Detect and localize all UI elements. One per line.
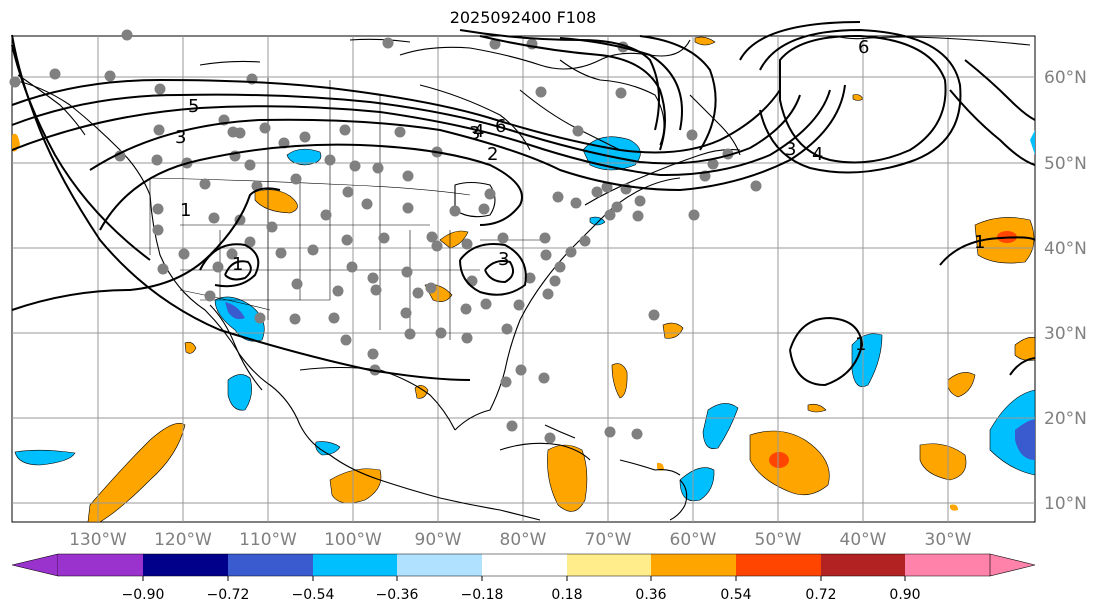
lat-label: 30°N — [1044, 324, 1087, 344]
colorbar-tick: −0.36 — [376, 587, 419, 603]
colorbar-tick: 0.18 — [551, 587, 582, 603]
colorbar-segment — [313, 554, 397, 576]
colorbar-tick: −0.18 — [461, 587, 504, 603]
longitude-labels: 130°W 120°W 110°W 100°W 90°W 80°W 70°W 6… — [69, 530, 972, 550]
contour-label: 1 — [974, 232, 985, 253]
contour-label: 3 — [175, 127, 186, 148]
lon-label: 130°W — [69, 530, 127, 550]
colorbar-tick: 0.72 — [805, 587, 836, 603]
lat-label: 40°N — [1044, 239, 1087, 259]
contour-label: 6 — [495, 116, 506, 137]
contour-label: 3 — [469, 123, 480, 144]
colorbar-segment — [736, 554, 821, 576]
contour-label: 4 — [473, 121, 484, 142]
map-title: 2025092400 F108 — [449, 8, 597, 27]
colorbar-tick: 0.90 — [889, 587, 920, 603]
station-markers — [9, 29, 762, 444]
contour-label: 1 — [180, 200, 191, 221]
lon-label: 30°W — [925, 530, 972, 550]
lon-label: 80°W — [500, 530, 547, 550]
lon-label: 100°W — [324, 530, 382, 550]
contour-label: 4 — [812, 144, 823, 165]
colorbar-segment — [651, 554, 736, 576]
colorbar-extend-high — [989, 553, 1036, 577]
colorbar-segment — [905, 554, 990, 576]
colorbar-tick: 0.54 — [720, 587, 751, 603]
anomaly-shading — [12, 36, 1036, 523]
lon-label: 60°W — [670, 530, 717, 550]
colorbar-tick: 0.36 — [635, 587, 666, 603]
contour-label: 3 — [498, 249, 509, 270]
colorbar-segment — [228, 554, 313, 576]
latitude-labels: 60°N 50°N 40°N 30°N 20°N 10°N — [1044, 68, 1087, 514]
colorbar-tick: −0.72 — [207, 587, 250, 603]
lon-label: 90°W — [415, 530, 462, 550]
lon-label: 50°W — [755, 530, 802, 550]
lat-label: 20°N — [1044, 409, 1087, 429]
lon-label: 40°W — [840, 530, 887, 550]
colorbar-tick: −0.54 — [292, 587, 335, 603]
colorbar-segment — [567, 554, 651, 576]
contour-label: 6 — [858, 37, 869, 58]
contour-label: 1 — [232, 254, 243, 275]
graticule — [12, 36, 1035, 522]
colorbar-tick: −0.90 — [122, 587, 165, 603]
lat-label: 10°N — [1044, 494, 1087, 514]
colorbar: −0.90 −0.72 −0.54 −0.36 −0.18 0.18 0.36 … — [11, 553, 1036, 603]
colorbar-segment — [821, 554, 905, 576]
lat-label: 50°N — [1044, 154, 1087, 174]
coastlines — [11, 35, 1031, 521]
lon-label: 110°W — [239, 530, 297, 550]
colorbar-segment — [482, 554, 567, 576]
political-boundaries — [149, 78, 540, 340]
lat-label: 60°N — [1044, 68, 1087, 88]
colorbar-segment — [143, 554, 228, 576]
contour-label: 1 — [855, 334, 866, 355]
lon-label: 120°W — [154, 530, 212, 550]
contour-label: 3 — [785, 139, 796, 160]
contour-lines — [11, 21, 1036, 387]
lon-label: 70°W — [585, 530, 632, 550]
contour-label: 5 — [188, 96, 199, 117]
colorbar-segment — [397, 554, 482, 576]
colorbar-extend-low — [11, 553, 59, 577]
contour-label: 2 — [487, 144, 498, 165]
contour-label-group: 5 3 1 3 3 4 6 2 3 4 6 1 1 1 — [175, 37, 985, 355]
colorbar-segment — [58, 554, 143, 576]
